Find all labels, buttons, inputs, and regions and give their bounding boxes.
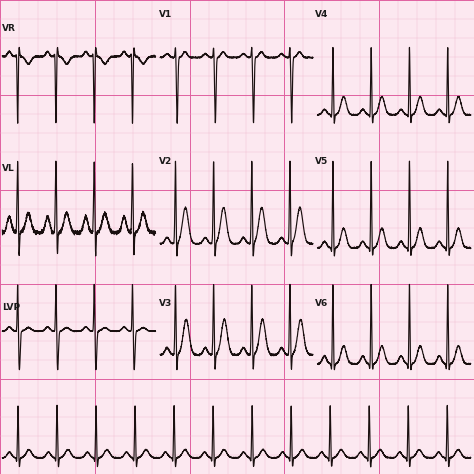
Text: VR: VR — [2, 24, 16, 33]
Text: LVP: LVP — [2, 303, 20, 312]
Text: VL: VL — [2, 164, 15, 173]
Text: V2: V2 — [159, 156, 172, 165]
Text: V1: V1 — [159, 9, 172, 18]
Text: V6: V6 — [315, 299, 328, 308]
Text: V5: V5 — [315, 156, 328, 165]
Text: V4: V4 — [315, 9, 328, 18]
Text: V3: V3 — [159, 299, 172, 308]
